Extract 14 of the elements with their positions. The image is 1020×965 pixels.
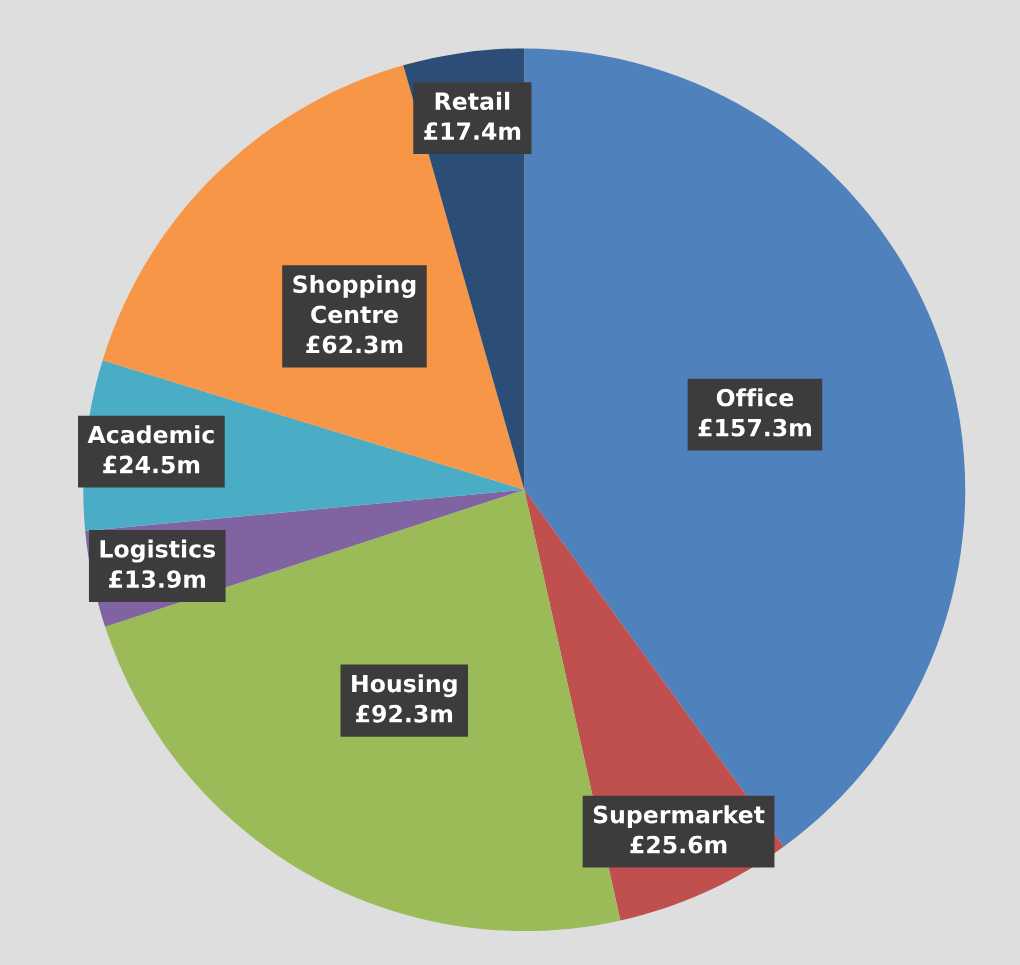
- data-label: £62.3m: [306, 335, 403, 354]
- slice-label: Housing: [352, 674, 457, 698]
- data-label: £13.9m: [109, 570, 206, 589]
- data-label: £92.3m: [356, 704, 453, 723]
- data-label: £157.3m: [698, 418, 811, 437]
- slice-label: Office: [716, 388, 794, 407]
- slice-label: Academic: [87, 425, 214, 444]
- data-label: £17.4m: [424, 122, 521, 140]
- slice-label: Retail: [435, 91, 510, 111]
- slice-label: Shopping Centre: [293, 274, 416, 324]
- slice-label: Supermarket: [593, 805, 765, 829]
- data-label: £24.5m: [103, 455, 200, 474]
- data-label: £25.6m: [630, 835, 727, 854]
- slice-label: Logistics: [100, 539, 216, 563]
